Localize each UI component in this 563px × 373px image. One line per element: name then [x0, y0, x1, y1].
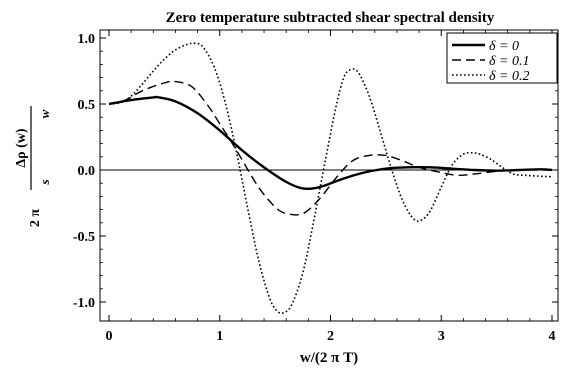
- y-tick-label: -0.5: [73, 230, 95, 245]
- y-tick-label: -1.0: [73, 296, 95, 311]
- y-tick-label: 0.5: [78, 98, 96, 113]
- legend: δ = 0δ = 0.1δ = 0.2: [446, 32, 558, 84]
- ticks-group: 0 1 2 3 4 -1.0 -0.5 0.0 0.5 1.0: [73, 30, 558, 344]
- legend-label: δ = 0.1: [489, 54, 529, 69]
- y-label-denominator-left: s: [37, 179, 52, 185]
- x-axis-label: w/(2 π T): [300, 350, 358, 366]
- y-tick-label: 1.0: [78, 32, 96, 47]
- y-label-numerator: Δρ (w): [14, 128, 29, 168]
- legend-label: δ = 0.2: [489, 69, 529, 84]
- series-line-solid: [108, 95, 553, 191]
- y-label-prefix: 2 π: [28, 209, 43, 228]
- series-group: [108, 42, 553, 315]
- y-axis-label: 2 π Δρ (w) s w: [14, 106, 52, 227]
- series-line-dotted: [108, 42, 553, 315]
- series-line-dashed: [108, 80, 552, 216]
- x-tick-label: 2: [327, 329, 334, 344]
- legend-label: δ = 0: [489, 39, 519, 54]
- x-tick-label: 3: [438, 329, 445, 344]
- plot-area: [99, 29, 559, 322]
- x-tick-label: 1: [216, 329, 223, 344]
- y-label-denominator-right: w: [37, 109, 52, 118]
- y-tick-label: 0.0: [78, 164, 96, 179]
- x-tick-label: 0: [106, 329, 113, 344]
- plot-frame: [99, 29, 559, 322]
- chart-title: Zero temperature subtracted shear spectr…: [166, 10, 495, 26]
- x-tick-label: 4: [549, 329, 556, 344]
